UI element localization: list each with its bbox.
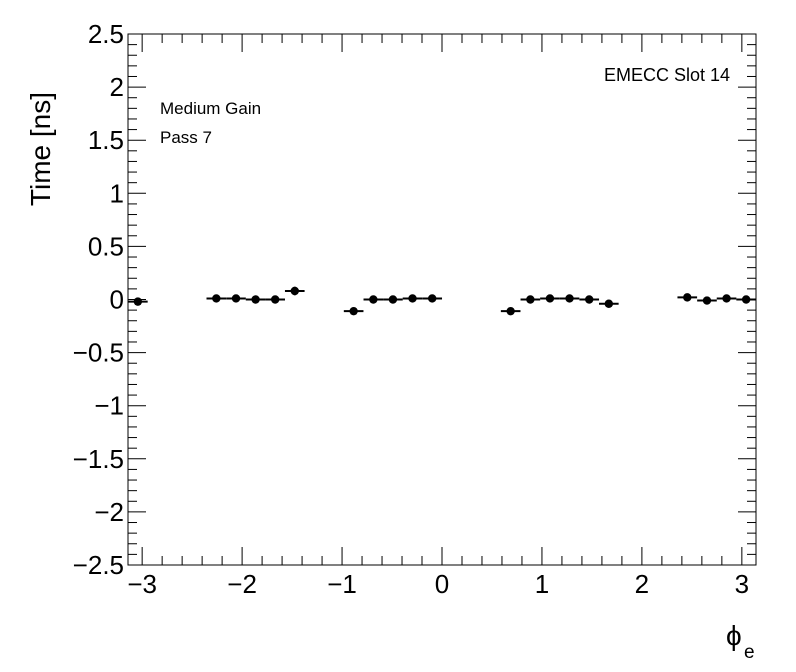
data-point [245, 295, 266, 304]
marker [585, 295, 594, 304]
marker [741, 295, 751, 304]
y-tick-label: 0.5 [88, 231, 124, 261]
data-point [128, 297, 148, 306]
data-point [402, 294, 423, 303]
marker [683, 293, 692, 302]
marker [545, 294, 555, 303]
data-point [363, 295, 384, 304]
data-point [520, 295, 541, 304]
axis-ticks [128, 33, 756, 566]
marker [369, 295, 378, 304]
x-axis-title: ϕ e [726, 620, 755, 663]
x-tick-label: 0 [435, 569, 449, 599]
x-tick-label: 2 [635, 569, 649, 599]
y-tick-label: −1 [94, 391, 124, 421]
gain-label: Medium Gain [160, 99, 261, 118]
data-point [677, 293, 698, 302]
x-tick-label: −3 [127, 569, 157, 599]
data-point [206, 294, 227, 303]
data-point [579, 295, 600, 304]
data-point [422, 294, 443, 303]
x-tick-label: −2 [227, 569, 257, 599]
pass-label: Pass 7 [160, 128, 212, 147]
marker [506, 306, 515, 316]
data-point [599, 299, 619, 308]
y-axis-title: Time [ns] [25, 92, 56, 206]
data-point [559, 294, 580, 303]
marker [290, 286, 299, 296]
data-point [383, 295, 403, 304]
y-tick-label: −1.5 [73, 444, 124, 474]
data-point [736, 295, 756, 304]
x-tick-label: 1 [535, 569, 549, 599]
y-tick-label: 0 [110, 285, 124, 315]
y-tick-label: −2 [94, 497, 124, 527]
marker [388, 295, 398, 304]
data-point [697, 296, 717, 305]
x-axis-title-subscript: e [744, 642, 755, 663]
marker [231, 294, 241, 303]
marker [270, 295, 280, 304]
marker [604, 299, 614, 308]
marker [526, 295, 535, 304]
marker [251, 295, 260, 304]
marker [702, 296, 712, 305]
marker [212, 294, 221, 303]
data-point [284, 286, 305, 296]
data-point [540, 294, 560, 303]
y-tick-label: 1.5 [88, 125, 124, 155]
y-tick-label: 2.5 [88, 19, 124, 49]
data-point [716, 294, 737, 303]
y-tick-label: −0.5 [73, 338, 124, 368]
x-tick-label: −1 [327, 569, 357, 599]
axis-tick-labels: −3 −2 −1 0 1 2 3 −2.5 −2 −1.5 −1 −0.5 0 0.5 1 1.5 2 2.5 [73, 19, 749, 599]
data-point [500, 306, 521, 316]
marker [722, 294, 731, 303]
y-tick-label: 2 [110, 72, 124, 102]
slot-label: EMECC Slot 14 [604, 65, 730, 85]
data-point [226, 294, 246, 303]
marker [408, 294, 417, 303]
data-point [343, 306, 364, 316]
data-markers [128, 286, 756, 316]
x-axis-title-main: ϕ [726, 620, 742, 651]
x-tick-label: 3 [735, 569, 749, 599]
marker [565, 294, 574, 303]
marker [133, 297, 143, 306]
y-tick-label: −2.5 [73, 550, 124, 580]
y-tick-label: 1 [110, 178, 124, 208]
marker [349, 306, 358, 316]
data-point [265, 295, 285, 304]
marker [428, 294, 437, 303]
